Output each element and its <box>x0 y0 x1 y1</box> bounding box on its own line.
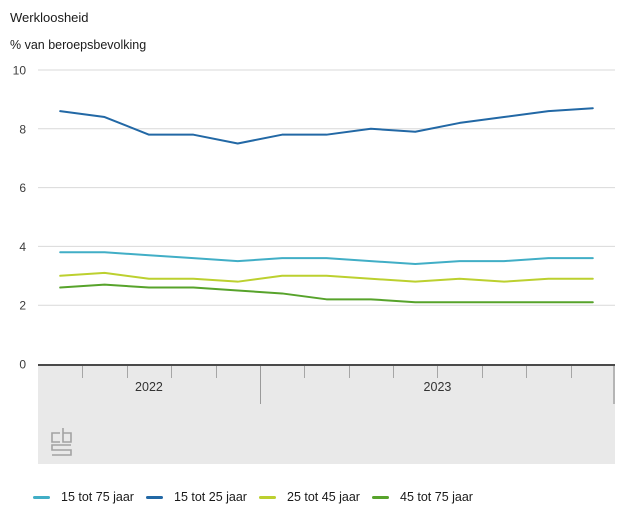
month-tick <box>481 366 483 378</box>
cbs-logo <box>51 428 72 456</box>
legend-label: 15 tot 25 jaar <box>174 490 247 504</box>
series-line-15-tot-25-jaar <box>59 107 594 145</box>
year-label-2022: 2022 <box>135 380 163 394</box>
y-axis-tick-label: 4 <box>19 240 26 254</box>
legend-dash-icon <box>33 495 50 499</box>
month-tick <box>348 366 350 378</box>
legend-label: 15 tot 75 jaar <box>61 490 134 504</box>
series-line-25-tot-45-jaar <box>59 271 594 283</box>
slider-handle-right[interactable] <box>613 366 615 404</box>
chart-subtitle: % van beroepsbevolking <box>10 38 147 52</box>
legend-label: 45 tot 75 jaar <box>400 490 473 504</box>
month-tick <box>126 366 128 378</box>
legend-dash-icon <box>146 495 163 499</box>
y-axis-tick-label: 8 <box>19 122 26 136</box>
legend-dash-icon <box>259 495 276 499</box>
series-line-15-tot-75-jaar <box>59 251 594 266</box>
month-tick <box>437 366 439 378</box>
month-tick <box>393 366 395 378</box>
legend-item-25-tot-45-jaar[interactable]: 25 tot 45 jaar <box>259 490 372 504</box>
plot-svg: 10 8 6 4 2 0 <box>13 64 615 371</box>
month-tick <box>171 366 173 378</box>
y-axis-tick-label: 2 <box>19 299 26 313</box>
year-label-2023: 2023 <box>423 380 452 394</box>
month-tick <box>82 366 84 378</box>
chart-title: Werkloosheid <box>10 10 89 25</box>
y-axis-tick-label: 10 <box>13 64 27 78</box>
legend-item-45-tot-75-jaar[interactable]: 45 tot 75 jaar <box>372 490 485 504</box>
legend-label: 25 tot 45 jaar <box>287 490 360 504</box>
series-line-45-tot-75-jaar <box>59 283 594 304</box>
chart-legend: 15 tot 75 jaar 15 tot 25 jaar 25 tot 45 ja… <box>33 490 485 504</box>
month-tick <box>304 366 306 378</box>
legend-item-15-tot-75-jaar[interactable]: 15 tot 75 jaar <box>33 490 146 504</box>
legend-item-15-tot-25-jaar[interactable]: 15 tot 25 jaar <box>146 490 259 504</box>
month-tick <box>570 366 572 378</box>
month-tick <box>215 366 217 378</box>
time-axis-band: 2022 2023 <box>38 364 615 464</box>
year-separator-tick <box>259 366 261 404</box>
y-axis-tick-label: 6 <box>19 181 26 195</box>
legend-dash-icon <box>372 495 389 499</box>
month-tick <box>526 366 528 378</box>
y-axis-tick-label: 0 <box>19 358 26 371</box>
